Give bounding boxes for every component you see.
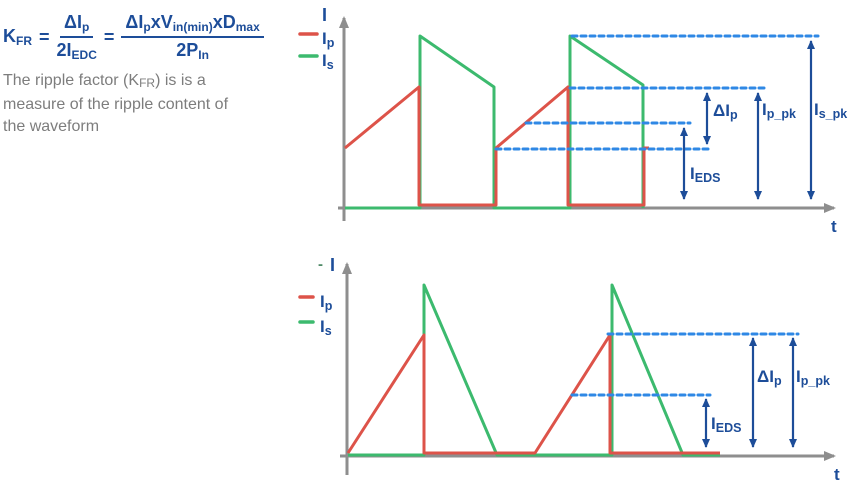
fraction-2-denominator: 2PIn [176, 40, 209, 62]
current-axis-label: I [322, 5, 327, 25]
delta-ip-label: ΔIp [713, 101, 738, 122]
fraction-2-numerator: ΔIpxVin(min)xDmax [121, 13, 264, 38]
current-axis-label: I [330, 255, 335, 275]
is-waveform [348, 283, 720, 457]
ip-pk-label: Ip_pk [796, 367, 830, 388]
legend-ip-label: Ip [322, 29, 335, 50]
is-pk-label: Is_pk [814, 100, 847, 121]
ripple-factor-formula: KFR = ΔIp 2IEDC = ΔIpxVin(min)xDmax 2PIn [3, 13, 264, 61]
legend: Ip Is [298, 29, 335, 72]
fraction-1-denominator: 2IEDC [56, 40, 97, 62]
stray-mark: - [318, 256, 323, 273]
equals-sign: = [103, 27, 115, 47]
time-axis-label: t [834, 465, 840, 483]
formula-lhs: KFR [3, 26, 32, 48]
ripple-factor-description: The ripple factor (KFR) is is a measure … [3, 72, 229, 135]
fraction-1-numerator: ΔIp [60, 13, 94, 38]
legend-is-label: Is [322, 51, 334, 72]
legend-ip-label: Ip [320, 292, 333, 313]
fraction-2: ΔIpxVin(min)xDmax 2PIn [121, 13, 264, 62]
chart-bottom: - I t Ip Is ΔIp Ip_pk IEDS [298, 255, 840, 483]
ip-waveform [346, 333, 720, 455]
equals-sign: = [39, 27, 50, 47]
legend: Ip Is [298, 292, 333, 338]
delta-ip-label: ΔIp [757, 367, 782, 388]
ip-pk-label: Ip_pk [762, 100, 796, 121]
time-axis-label: t [831, 217, 837, 236]
ip-waveform [344, 85, 649, 207]
legend-is-label: Is [320, 317, 332, 338]
chart-top: I t Ip Is ΔIp Ip_pk [298, 5, 847, 236]
ieds-label: IEDS [690, 164, 720, 185]
ieds-label: IEDS [711, 414, 741, 435]
fraction-1: ΔIp 2IEDC [57, 13, 97, 61]
